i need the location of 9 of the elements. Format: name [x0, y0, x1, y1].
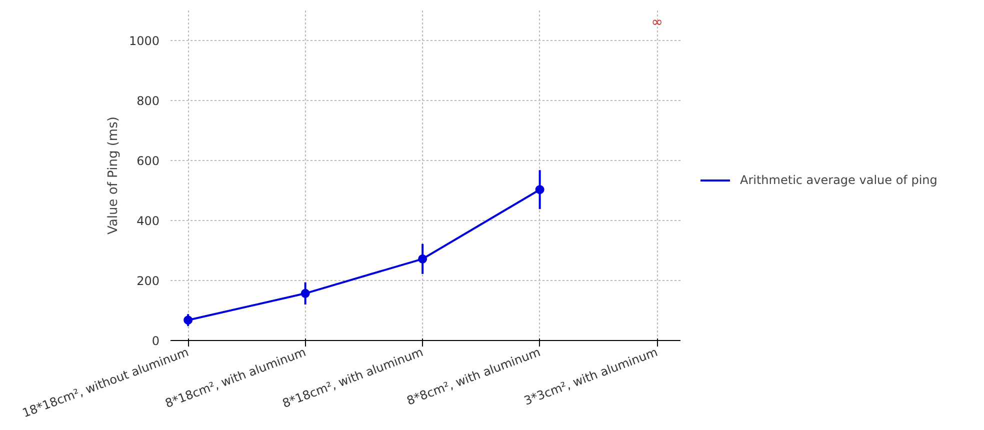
- annotation: ∞: [651, 14, 663, 30]
- legend-label: Arithmetic average value of ping: [740, 173, 938, 187]
- y-tick-label: 0: [152, 334, 160, 348]
- y-tick-label: 1000: [128, 34, 160, 48]
- y-tick-label: 600: [136, 154, 160, 168]
- y-axis-title: Value of Ping (ms): [106, 116, 121, 234]
- y-tick-label: 200: [136, 274, 160, 288]
- y-tick-label: 400: [136, 214, 160, 228]
- y-tick-label: 800: [136, 94, 160, 108]
